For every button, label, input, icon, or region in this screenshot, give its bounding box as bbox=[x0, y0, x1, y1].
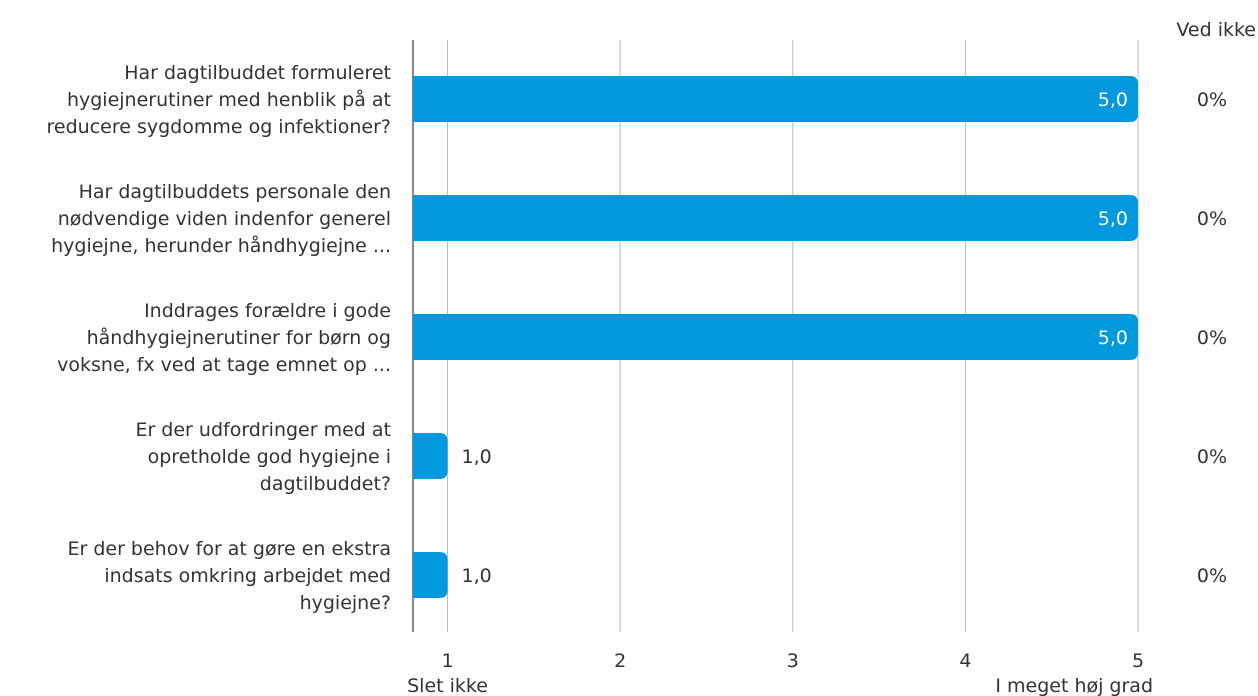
ved-ikke-value-5: 0% bbox=[1197, 565, 1227, 587]
category-label-5-line-2: indsats omkring arbejdet med bbox=[104, 565, 391, 587]
category-label-3-line-2: håndhygiejnerutiner for børn og bbox=[87, 326, 391, 349]
x-anchor-label-low: Slet ikke bbox=[407, 675, 488, 696]
ved-ikke-value-2: 0% bbox=[1197, 208, 1227, 230]
bar-value-label-4: 1,0 bbox=[462, 446, 492, 468]
category-label-1-line-1: Har dagtilbuddet formuleret bbox=[124, 62, 391, 84]
bar-1[interactable] bbox=[413, 76, 1138, 122]
ved-ikke-header: Ved ikke bbox=[1176, 19, 1256, 41]
category-label-2-line-3: hygiejne, herunder håndhygiejne ... bbox=[51, 234, 391, 257]
ved-ikke-value-1: 0% bbox=[1197, 89, 1227, 111]
bar-4[interactable] bbox=[413, 433, 448, 479]
category-label-5-line-3: hygiejne? bbox=[300, 592, 391, 614]
ved-ikke-value-3: 0% bbox=[1197, 327, 1227, 349]
bar-value-label-1: 5,0 bbox=[1098, 89, 1128, 111]
category-label-3-line-3: voksne, fx ved at tage emnet op ... bbox=[57, 354, 391, 376]
bar-5[interactable] bbox=[413, 552, 448, 598]
category-label-5-line-1: Er der behov for at gøre en ekstra bbox=[67, 538, 391, 560]
bar-2[interactable] bbox=[413, 195, 1138, 241]
bar-3[interactable] bbox=[413, 314, 1138, 360]
category-label-4-line-1: Er der udfordringer med at bbox=[135, 419, 391, 441]
category-label-3-line-1: Inddrages forældre i gode bbox=[144, 300, 391, 322]
bar-value-label-5: 1,0 bbox=[462, 565, 492, 587]
bar-value-label-2: 5,0 bbox=[1098, 208, 1128, 230]
x-tick-label-5: 5 bbox=[1132, 650, 1144, 672]
bar-value-label-3: 5,0 bbox=[1098, 327, 1128, 349]
category-label-4-line-2: opretholde god hygiejne i bbox=[148, 446, 391, 468]
x-tick-label-4: 4 bbox=[959, 650, 971, 672]
x-anchor-label-high: I meget høj grad bbox=[995, 675, 1153, 696]
x-tick-label-1: 1 bbox=[441, 650, 453, 672]
category-label-2-line-2: nødvendige viden indenfor generel bbox=[58, 208, 391, 230]
category-label-4-line-3: dagtilbuddet? bbox=[260, 473, 391, 495]
category-label-1-line-2: hygiejnerutiner med henblik på at bbox=[67, 88, 391, 111]
category-label-1-line-3: reducere sygdomme og infektioner? bbox=[47, 116, 392, 138]
x-tick-label-2: 2 bbox=[614, 650, 626, 672]
x-tick-label-3: 3 bbox=[787, 650, 799, 672]
category-label-2-line-1: Har dagtilbuddets personale den bbox=[79, 181, 391, 203]
ved-ikke-value-4: 0% bbox=[1197, 446, 1227, 468]
